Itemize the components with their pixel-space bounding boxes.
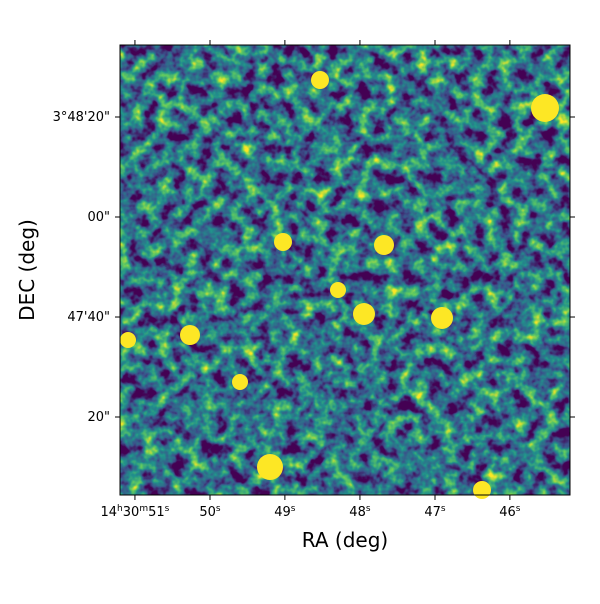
sky-image: [120, 45, 570, 495]
frame: [119, 44, 571, 496]
x-tick-label: 49s: [274, 504, 296, 520]
axes: 14h30m51s 50s 49s 48s 47s 46s 20" 47'40" 00" 3°48…: [53, 40, 575, 520]
y-tick-label: 20": [87, 410, 110, 425]
y-tick-label: 47'40": [67, 310, 110, 325]
y-axis-label: DEC (deg): [15, 219, 39, 321]
y-tick-label: 00": [87, 210, 110, 225]
x-axis-label: RA (deg): [302, 528, 388, 552]
x-tick-label: 47s: [424, 504, 446, 520]
x-tick-label: 14h30m51s: [100, 504, 169, 520]
y-tick-label: 3°48'20": [53, 110, 110, 125]
sources: [120, 71, 559, 499]
x-tick-label: 48s: [349, 504, 371, 520]
x-tick-label: 50s: [199, 504, 221, 520]
x-tick-label: 46s: [499, 504, 521, 520]
